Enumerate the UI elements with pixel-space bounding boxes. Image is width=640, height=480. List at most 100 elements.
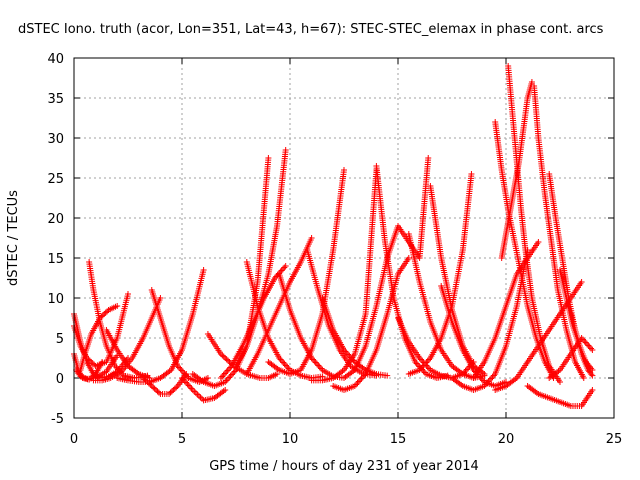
axis-ticks: -5 0 5 10 15 20 25 30 35 40 0 5 10 15 20 25 [47,52,622,447]
data-point [274,371,281,377]
data-point [217,351,224,357]
data-point [224,376,231,382]
data-point [357,377,364,383]
data-point [341,167,347,173]
data-point [187,384,194,390]
data-point [223,369,230,375]
data-point [314,361,320,367]
data-point [589,372,596,379]
y-tick-label: 15 [47,252,64,267]
data-point [584,341,590,347]
y-tick-label: 40 [47,52,64,67]
data-point [191,388,198,395]
data-point [354,380,361,386]
data-point [171,385,178,392]
y-tick-label: 25 [47,172,64,187]
y-tick-label: 20 [47,212,64,227]
data-point [86,357,93,364]
data-point [154,388,161,395]
y-tick-label: 30 [47,132,64,147]
data-point [143,377,149,384]
data-point [141,376,148,383]
y-tick-label: 0 [56,372,64,387]
data-point [144,379,151,385]
data-point [227,373,234,379]
data-point [281,361,288,367]
data-point [98,313,105,320]
arc-series [319,295,391,379]
data-point [468,171,475,177]
data-point [85,356,92,363]
data-point [585,342,592,349]
arc-series [233,147,289,369]
data-point [96,315,103,321]
data-point [489,374,496,380]
data-point [481,371,488,377]
data-point [424,364,431,370]
data-point [153,387,160,393]
plot-frame [73,57,615,419]
x-tick-label: 0 [70,432,78,447]
data-point [580,375,587,381]
arc-series [531,83,587,381]
x-tick-label: 20 [498,432,515,447]
data-point [194,391,201,398]
data-point [99,312,106,319]
data-point [148,383,155,389]
data-point [199,395,206,402]
x-tick-label: 25 [606,432,623,447]
arc-series [498,79,535,261]
chart-title: dSTEC Iono. truth (acor, Lon=351, Lat=43… [18,22,604,37]
data-point [204,375,211,381]
data-point [188,385,195,392]
data-point [166,391,173,397]
data-point [104,308,111,315]
data-point [278,358,285,364]
data-point [177,366,184,372]
data-point [308,235,315,241]
arc-series [492,119,557,381]
data-markers [71,63,596,409]
data-point [170,387,177,393]
data-point [424,358,431,364]
data-point [184,381,191,387]
data-point [384,372,391,379]
data-point [581,338,588,344]
data-point [226,374,233,381]
data-point [281,264,288,271]
data-point [425,155,432,161]
data-point [228,371,235,378]
y-tick-label: 10 [47,292,64,307]
data-point [183,371,190,377]
data-point [587,367,594,373]
arc-series [438,283,509,389]
arc-series [304,247,380,379]
data-point [284,364,291,370]
data-point [222,355,229,361]
y-tick-label: 5 [56,332,64,347]
data-point [91,361,98,368]
x-tick-label: 5 [178,432,186,447]
arc-series [71,291,131,369]
arc-series [405,231,488,381]
data-point [422,361,428,367]
data-point [588,371,595,378]
arc-series [243,235,315,377]
data-point [312,359,319,366]
data-point [282,362,289,369]
x-axis-label: GPS time / hours of day 231 of year 2014 [209,459,479,474]
data-point [88,359,95,365]
data-point [221,370,228,377]
data-point [405,255,412,261]
data-point [265,155,272,161]
data-point [150,384,157,391]
data-point [582,339,589,346]
arc-series [103,327,153,381]
data-point [225,357,232,364]
data-point [557,379,563,385]
data-point [311,358,318,364]
data-point [316,364,323,370]
data-point [279,266,286,272]
data-point [222,387,229,393]
